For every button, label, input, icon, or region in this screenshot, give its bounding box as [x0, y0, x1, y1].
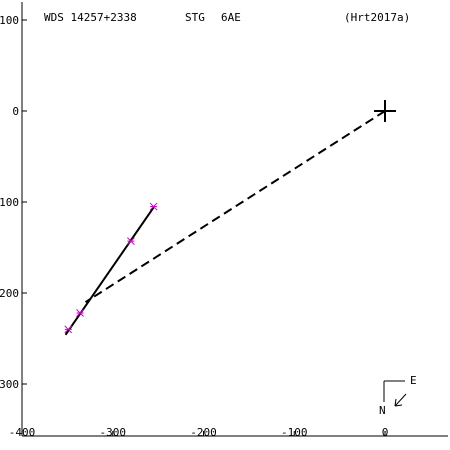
x-tick-label: -300: [100, 426, 127, 439]
observation-point: [127, 237, 135, 245]
observation-point: [76, 309, 84, 317]
primary-star-marker: [374, 100, 396, 122]
orientation-indicator: E N: [379, 374, 417, 417]
x-tick-label: 0: [382, 426, 389, 439]
discoverer-code: 6AE: [221, 11, 241, 24]
axes: -300 -200 -100 0 100 -400 -300 -200 -100 0: [0, 2, 448, 439]
plot-marks: [64, 100, 396, 336]
motion-arrow-head: [394, 398, 403, 407]
north-label: N: [379, 404, 386, 417]
y-tick-label: -100: [0, 196, 19, 209]
observation-point: [149, 202, 158, 211]
east-label: E: [410, 374, 417, 387]
x-tick-label: -100: [281, 426, 308, 439]
survey-code: STG: [185, 11, 205, 24]
x-tick-label: -400: [9, 426, 36, 439]
y-tick-label: 100: [0, 14, 19, 27]
y-tick-label: 0: [12, 105, 19, 118]
reference-code: (Hrt2017a): [344, 11, 410, 24]
fit-line: [64, 206, 155, 336]
observation-point: [64, 325, 73, 334]
residual-dashed-line: [84, 110, 386, 303]
y-tick-label: -200: [0, 287, 19, 300]
wds-designation: WDS 14257+2338: [44, 11, 137, 24]
y-tick-label: -300: [0, 378, 19, 391]
motion-arrow-shaft: [394, 393, 407, 407]
x-tick-label: -200: [190, 426, 217, 439]
